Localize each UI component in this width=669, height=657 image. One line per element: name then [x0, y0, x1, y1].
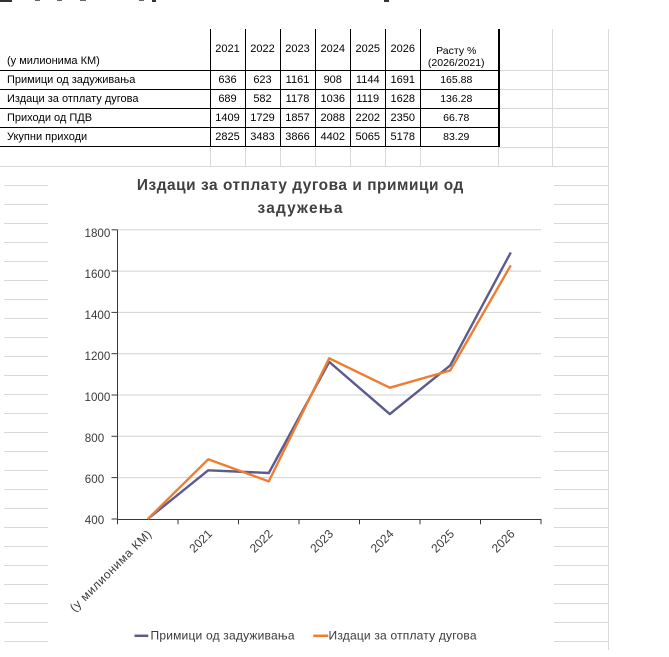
svg-text:1800: 1800 [85, 226, 111, 239]
svg-text:600: 600 [85, 472, 104, 485]
svg-text:Издаци за отплату дугова и при: Издаци за отплату дугова и примици од [137, 177, 464, 194]
svg-text:задужења: задужења [258, 199, 344, 216]
svg-text:Примици од задуживања: Примици од задуживања [151, 628, 295, 642]
svg-text:1400: 1400 [85, 308, 111, 321]
svg-text:800: 800 [85, 431, 104, 444]
svg-text:Издаци за отплату дугова: Издаци за отплату дугова [329, 628, 477, 642]
svg-text:1600: 1600 [85, 267, 111, 280]
svg-text:1200: 1200 [85, 349, 111, 362]
svg-text:400: 400 [85, 513, 104, 526]
svg-text:1000: 1000 [85, 390, 111, 403]
